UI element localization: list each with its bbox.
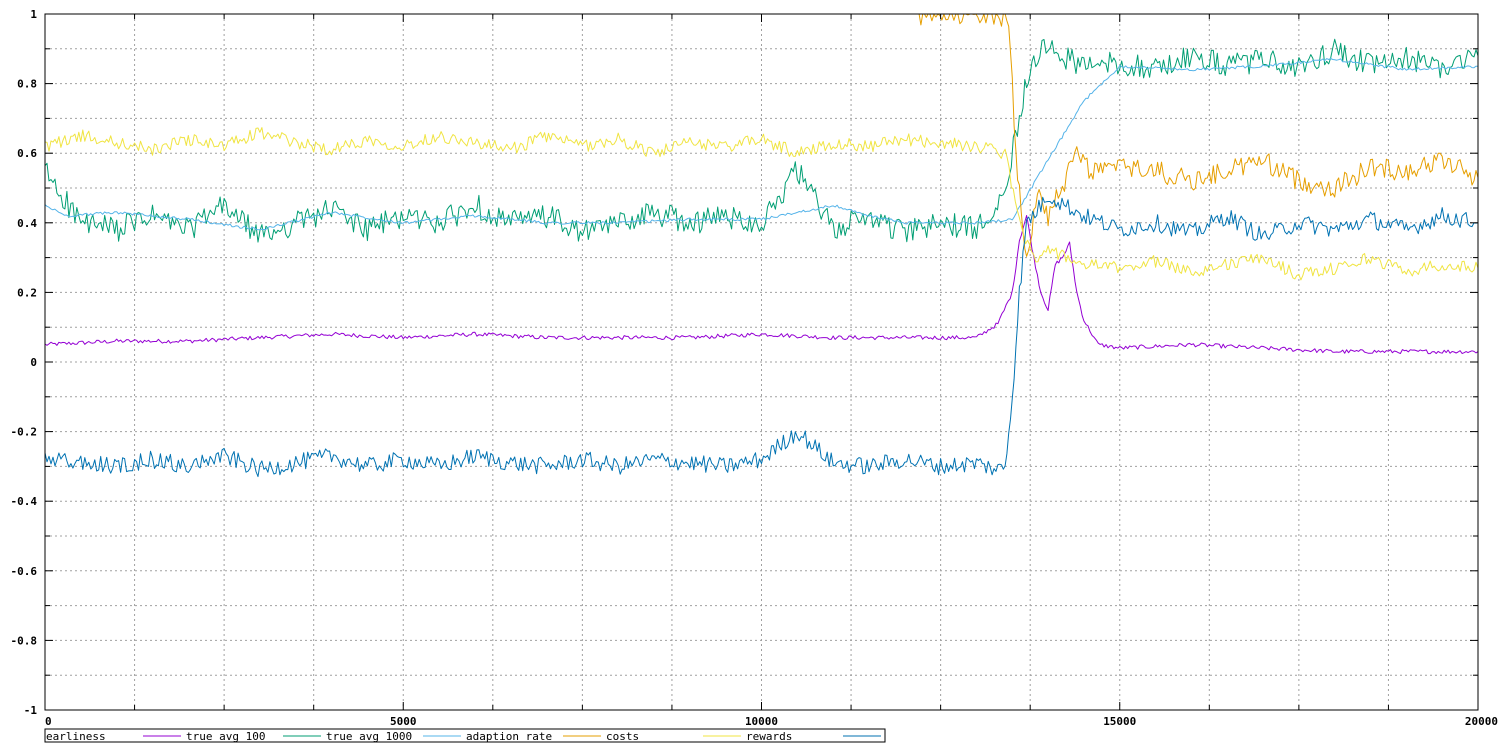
y-tick-label: -0.6 xyxy=(11,565,38,578)
legend-label: earliness xyxy=(46,730,106,743)
grid-lines xyxy=(45,14,1478,710)
y-tick-label: -1 xyxy=(24,704,38,717)
x-tick-label: 10000 xyxy=(745,715,778,728)
y-tick-label: 0.8 xyxy=(17,78,37,91)
x-tick-label: 15000 xyxy=(1103,715,1136,728)
data-series xyxy=(44,13,1479,478)
legend-label: adaption rate xyxy=(466,730,552,743)
series-line-costs xyxy=(44,127,1479,281)
y-tick-label: -0.2 xyxy=(11,426,38,439)
y-tick-label: 0.4 xyxy=(17,217,37,230)
series-line-earliness xyxy=(44,215,1479,355)
legend-label: true avg 1000 xyxy=(326,730,412,743)
tick-labels: 1 0.8 0.6 0.4 0.2 0 -0.2 -0.4 -0.6 -0.8 -1 0 5000 100… xyxy=(11,8,1499,728)
y-tick-label: -0.4 xyxy=(11,495,38,508)
legend-box xyxy=(44,728,886,743)
x-tick-label: 20000 xyxy=(1465,715,1498,728)
legend: earliness true avg 100 true avg 1000 adapti… xyxy=(44,728,886,743)
y-tick-label: 0 xyxy=(30,356,37,369)
x-tick-label: 5000 xyxy=(390,715,417,728)
y-tick-label: 1 xyxy=(30,8,37,21)
series-line-adaption-rate xyxy=(918,13,1479,257)
legend-label: rewards xyxy=(746,730,792,743)
y-tick-label: 0.2 xyxy=(17,286,37,299)
legend-label: true avg 100 xyxy=(186,730,265,743)
y-tick-label: 0.6 xyxy=(17,147,37,160)
y-tick-label: -0.8 xyxy=(11,634,38,647)
tick-marks xyxy=(45,14,1478,710)
series-line-rewards xyxy=(44,196,1479,478)
series-line-true-avg-1000 xyxy=(44,58,1478,231)
x-tick-label: 0 xyxy=(45,715,52,728)
legend-label: costs xyxy=(606,730,639,743)
